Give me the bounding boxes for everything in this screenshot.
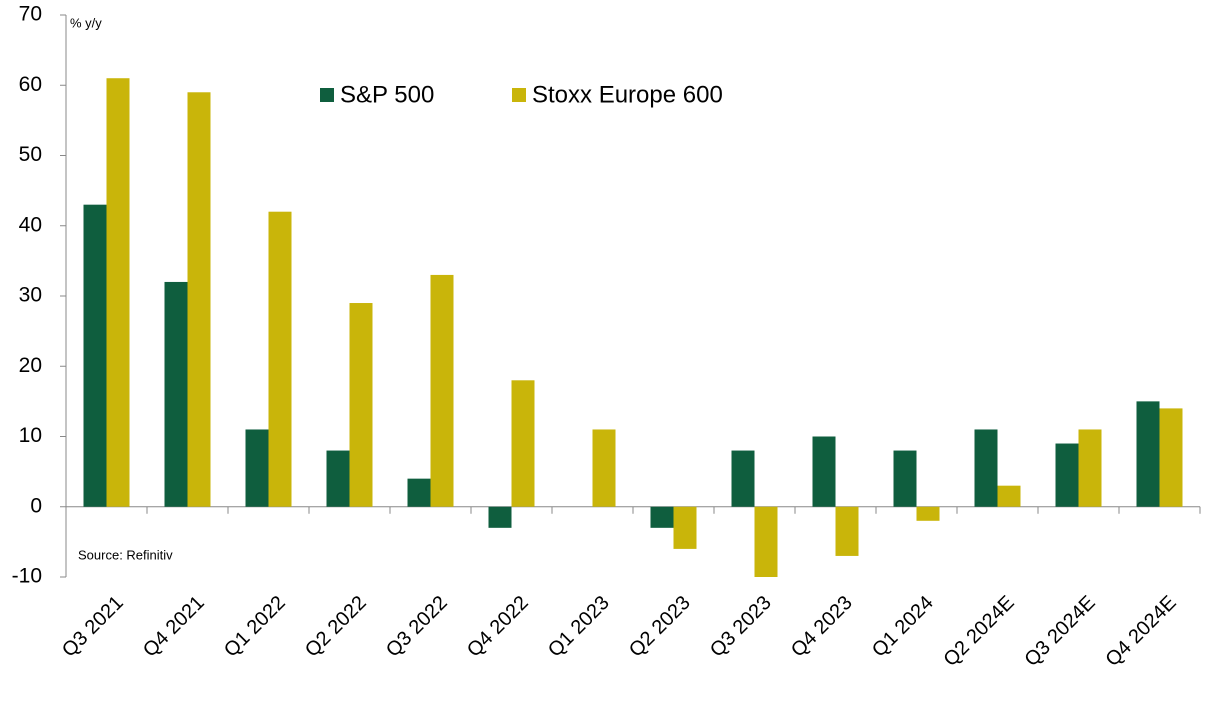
y-tick-label: 20 xyxy=(19,354,42,377)
bar xyxy=(164,281,188,507)
bar xyxy=(1136,401,1160,507)
x-tick-label: Q2 2024E xyxy=(940,592,1019,671)
bar xyxy=(349,303,373,507)
bar xyxy=(407,478,431,507)
bar xyxy=(1159,408,1183,507)
x-tick-label: Q4 2022 xyxy=(463,592,533,662)
legend-swatch xyxy=(512,88,526,102)
y-axis-label: % y/y xyxy=(70,15,102,30)
x-tick-label: Q2 2022 xyxy=(301,592,371,662)
y-tick-label: 10 xyxy=(19,424,42,447)
bar xyxy=(187,92,211,507)
bar xyxy=(1055,443,1079,507)
x-tick-label: Q3 2022 xyxy=(382,592,452,662)
x-tick-label: Q4 2021 xyxy=(139,592,209,662)
bar xyxy=(974,429,998,507)
bar xyxy=(916,506,940,521)
bar xyxy=(731,450,755,507)
y-tick-label: 50 xyxy=(19,143,42,166)
bar xyxy=(326,450,350,507)
bar xyxy=(83,204,107,507)
x-tick-label: Q1 2024 xyxy=(868,592,938,662)
bar xyxy=(511,380,535,507)
bar xyxy=(893,450,917,507)
x-tick-label: Q3 2021 xyxy=(58,592,128,662)
bar xyxy=(245,429,269,507)
x-tick-label: Q3 2023 xyxy=(706,592,776,662)
y-tick-label: 0 xyxy=(30,494,42,517)
x-tick-label: Q1 2023 xyxy=(544,592,614,662)
bar xyxy=(106,78,130,507)
bar xyxy=(592,429,616,507)
bar xyxy=(812,436,836,507)
y-tick-label: -10 xyxy=(12,565,42,588)
bar xyxy=(650,506,674,528)
legend-label: Stoxx Europe 600 xyxy=(532,81,723,108)
legend-label: S&P 500 xyxy=(340,81,434,108)
x-tick-label: Q4 2023 xyxy=(787,592,857,662)
annotation: Source: Refinitiv xyxy=(78,547,173,562)
y-tick-label: 60 xyxy=(19,73,42,96)
bar xyxy=(835,506,859,556)
bar xyxy=(430,274,454,507)
legend-swatch xyxy=(320,88,334,102)
y-tick-label: 40 xyxy=(19,213,42,236)
bar xyxy=(1078,429,1102,507)
y-tick-label: 30 xyxy=(19,284,42,307)
x-tick-label: Q4 2024E xyxy=(1102,592,1181,671)
y-tick-label: 70 xyxy=(19,3,42,26)
bar xyxy=(754,506,778,577)
x-tick-label: Q3 2024E xyxy=(1021,592,1100,671)
x-tick-label: Q1 2022 xyxy=(220,592,290,662)
bar xyxy=(268,211,292,507)
bar xyxy=(673,506,697,549)
bar xyxy=(997,485,1021,507)
x-tick-label: Q2 2023 xyxy=(625,592,695,662)
bar xyxy=(488,506,512,528)
